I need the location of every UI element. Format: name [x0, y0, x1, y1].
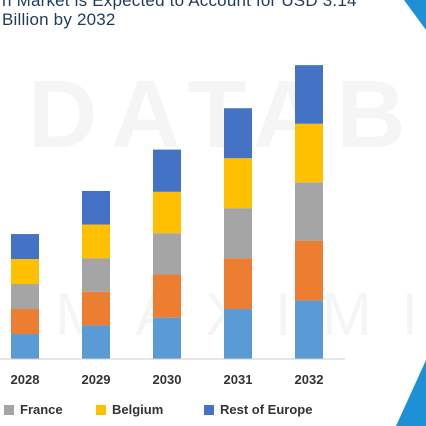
bar-segment-2032-series-5	[295, 65, 323, 124]
bar-segment-2032-series-1	[295, 300, 323, 359]
bar-segment-2029-series-1	[82, 325, 110, 359]
legend-label-belgium: Belgium	[112, 402, 164, 417]
bar-segment-2032-series-2	[295, 240, 323, 301]
x-tick-labels: 2028 2029 2030 2031 2032	[11, 372, 324, 387]
bar-segment-2032-series-4	[295, 123, 323, 183]
bars-layer	[11, 65, 323, 359]
legend-swatch-france	[4, 404, 14, 415]
x-tick-label-2032: 2032	[295, 372, 324, 387]
bar-segment-2029-series-5	[82, 190, 110, 225]
legend-swatch-belgium	[96, 404, 106, 415]
legend-swatch-rest-of-europe	[204, 404, 214, 415]
bar-segment-2030-series-4	[153, 191, 181, 234]
bar-segment-2030-series-3	[153, 233, 181, 275]
bar-segment-2029-series-2	[82, 291, 110, 326]
x-tick-label-2028: 2028	[11, 372, 40, 387]
title-line1: n Market is Expected to Account for USD …	[2, 0, 357, 10]
x-tick-label-2029: 2029	[82, 372, 111, 387]
bar-segment-2028-series-3	[11, 284, 39, 310]
bar-segment-2030-series-5	[153, 149, 181, 192]
bar-segment-2031-series-1	[224, 309, 252, 359]
x-tick-label-2031: 2031	[224, 372, 253, 387]
bar-segment-2029-series-4	[82, 224, 110, 259]
bar-segment-2030-series-2	[153, 274, 181, 318]
bar-segment-2031-series-4	[224, 158, 252, 209]
bar-segment-2031-series-5	[224, 108, 252, 159]
legend-item-rest-of-europe: Rest of Europe	[204, 402, 312, 417]
bar-segment-2030-series-1	[153, 317, 181, 359]
bar-segment-2028-series-5	[11, 234, 39, 260]
legend: France Belgium Rest of Europe	[0, 402, 426, 420]
bar-segment-2028-series-4	[11, 259, 39, 285]
bar-segment-2029-series-3	[82, 258, 110, 292]
bar-segment-2028-series-2	[11, 309, 39, 335]
title-line2: Billion by 2032	[2, 10, 116, 29]
bar-segment-2032-series-3	[295, 182, 323, 241]
bar-segment-2031-series-2	[224, 258, 252, 310]
x-tick-label-2030: 2030	[153, 372, 182, 387]
legend-label-france: France	[20, 402, 63, 417]
corner-decoration-top	[404, 0, 426, 30]
corner-decoration-bottom	[396, 360, 426, 426]
legend-item-belgium: Belgium	[96, 402, 163, 417]
bar-segment-2031-series-3	[224, 208, 252, 259]
bar-segment-2028-series-1	[11, 334, 39, 359]
legend-item-france: France	[4, 402, 63, 417]
legend-label-rest-of-europe: Rest of Europe	[220, 402, 313, 417]
